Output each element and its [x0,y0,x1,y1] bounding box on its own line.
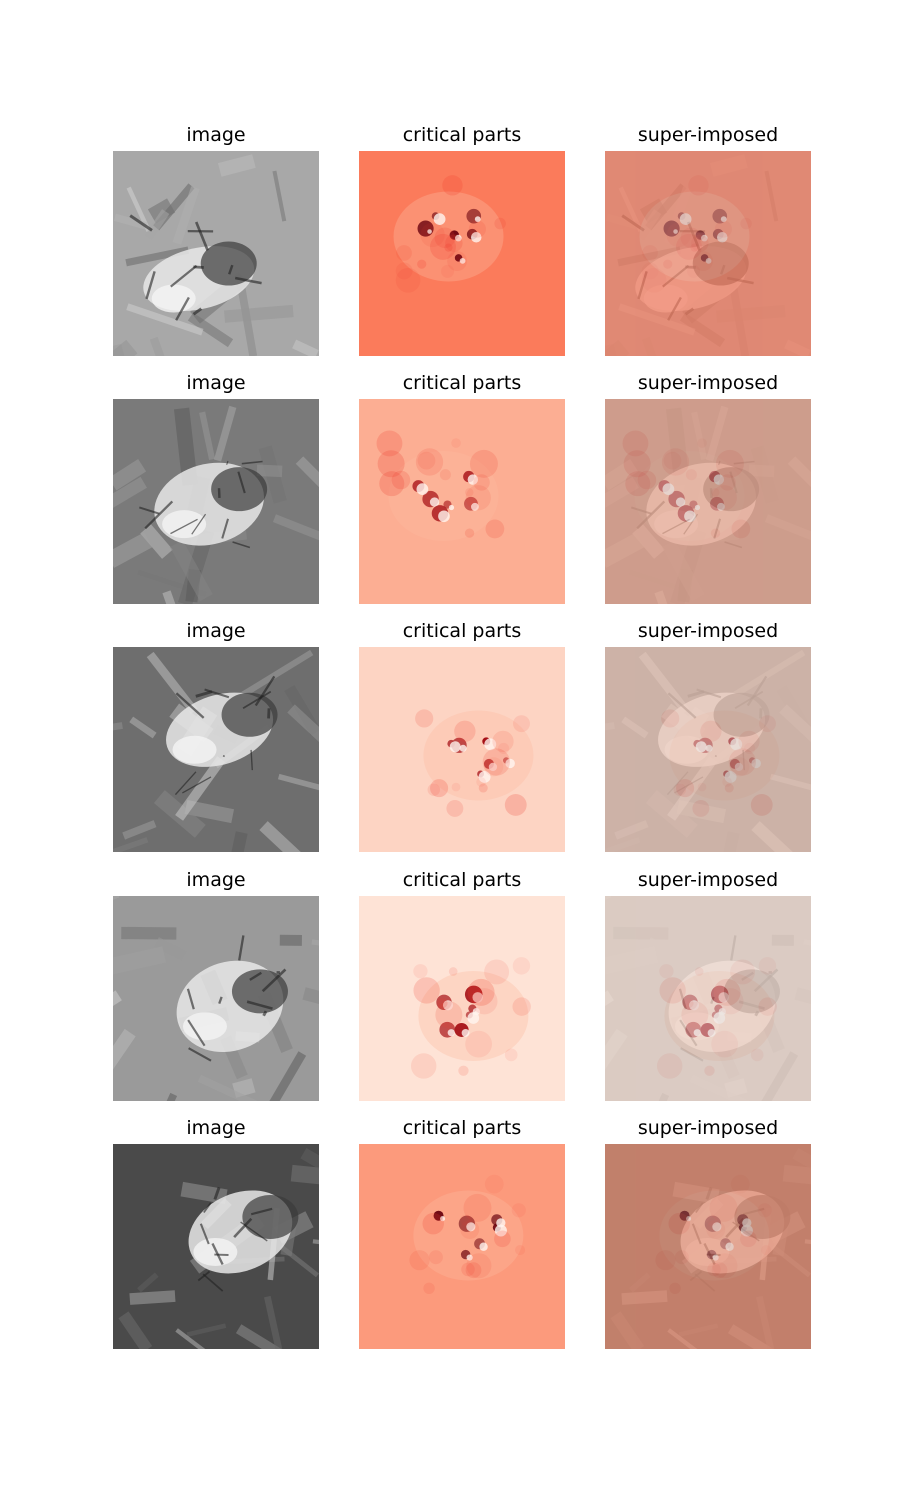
image-title: image [186,372,246,394]
critical-parts-panel [359,1144,565,1349]
image-title: image [186,1117,246,1139]
heatmap-graphic [359,1144,565,1349]
heatmap-graphic [359,896,565,1101]
super-imposed-title: super-imposed [637,869,779,891]
critical-parts-panel [359,399,565,604]
super-imposed-title: super-imposed [637,372,779,394]
super-imposed-panel [605,896,811,1101]
image-title: image [186,869,246,891]
critical-parts-title: critical parts [402,869,522,891]
overlay-graphic [605,399,811,604]
overlay-graphic [605,647,811,852]
super-imposed-title: super-imposed [637,620,779,642]
super-imposed-panel [605,1144,811,1349]
image-panel [113,399,319,604]
super-imposed-panel [605,399,811,604]
super-imposed-title: super-imposed [637,1117,779,1139]
image-title: image [186,124,246,146]
image-panel [113,647,319,852]
super-imposed-title: super-imposed [637,124,779,146]
heatmap-graphic [359,647,565,852]
critical-parts-title: critical parts [402,1117,522,1139]
critical-parts-panel [359,647,565,852]
critical-parts-panel [359,151,565,356]
heatmap-graphic [359,151,565,356]
insect-image-graphic [113,896,319,1101]
overlay-graphic [605,896,811,1101]
insect-image-graphic [113,399,319,604]
overlay-graphic [605,151,811,356]
insect-image-graphic [113,647,319,852]
critical-parts-panel [359,896,565,1101]
super-imposed-panel [605,151,811,356]
critical-parts-title: critical parts [402,620,522,642]
insect-image-graphic [113,151,319,356]
super-imposed-panel [605,647,811,852]
heatmap-graphic [359,399,565,604]
image-panel [113,1144,319,1349]
overlay-graphic [605,1144,811,1349]
critical-parts-title: critical parts [402,124,522,146]
image-title: image [186,620,246,642]
image-panel [113,151,319,356]
critical-parts-title: critical parts [402,372,522,394]
insect-image-graphic [113,1144,319,1349]
image-panel [113,896,319,1101]
